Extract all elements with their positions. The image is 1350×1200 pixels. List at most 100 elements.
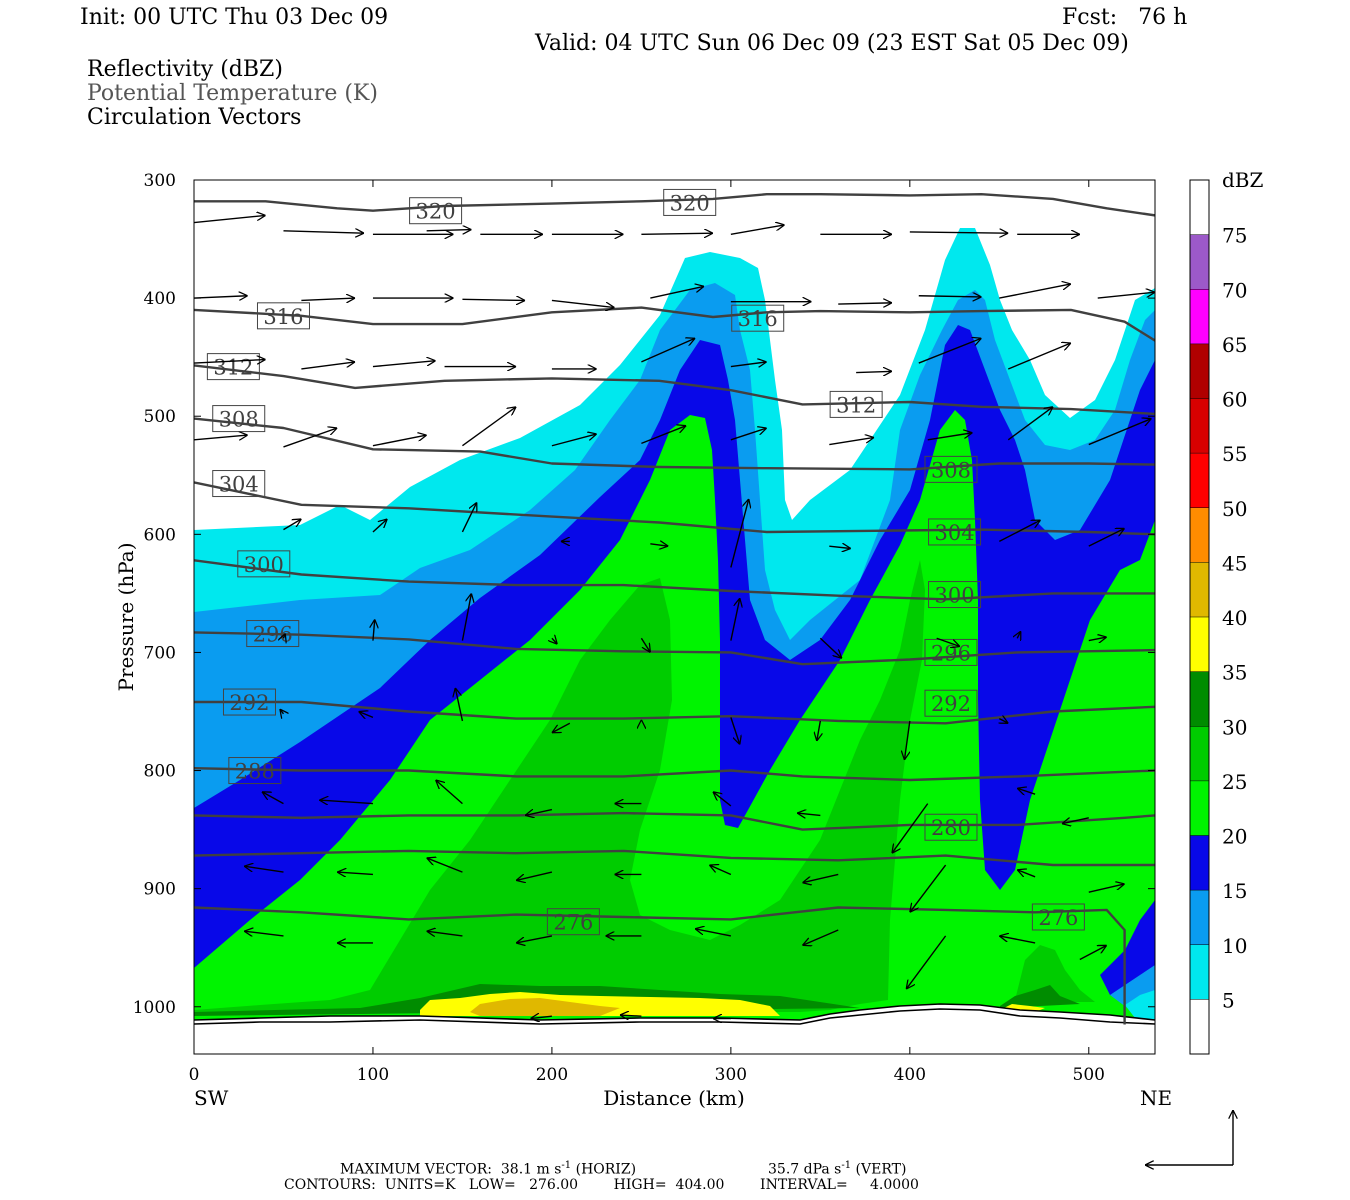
theta-label-frame bbox=[409, 197, 463, 225]
init-time: Init: 00 UTC Thu 03 Dec 09 bbox=[80, 5, 389, 30]
theta-label-value: 292 bbox=[229, 691, 269, 715]
circulation-vector bbox=[372, 435, 427, 447]
theta-label-value: 300 bbox=[935, 584, 975, 608]
plot-frame bbox=[193, 179, 1156, 1055]
y-tick-label: 500 bbox=[144, 407, 176, 427]
theta-label-value: 312 bbox=[213, 356, 253, 380]
theta-contour-280 bbox=[194, 849, 1155, 867]
colorbar-level-label: 40 bbox=[1222, 606, 1247, 630]
field-circulation-vectors: Circulation Vectors bbox=[87, 105, 302, 130]
theta-label-frame bbox=[228, 757, 282, 785]
x-axis-left-direction: SW bbox=[194, 1086, 229, 1110]
colorbar-level-label: 15 bbox=[1222, 879, 1247, 903]
circulation-vector bbox=[892, 803, 929, 854]
theta-label-value: 308 bbox=[931, 458, 971, 482]
theta-label-value: 304 bbox=[935, 521, 975, 545]
colorbar-swatch bbox=[1190, 234, 1209, 290]
theta-label-frame bbox=[928, 581, 982, 609]
colorbar-level-label: 45 bbox=[1222, 551, 1247, 575]
circulation-vector bbox=[829, 437, 874, 446]
theta-label-frame bbox=[256, 302, 310, 330]
circulation-vector bbox=[730, 598, 740, 641]
theta-contour-276 bbox=[194, 906, 1126, 1025]
colorbar-level-label: 60 bbox=[1222, 388, 1247, 412]
theta-label-box: 292 bbox=[924, 689, 978, 717]
circulation-vector bbox=[829, 546, 850, 548]
theta-label-value: 316 bbox=[263, 305, 303, 329]
y-tick-label: 900 bbox=[144, 880, 176, 900]
circulation-vector bbox=[319, 800, 374, 804]
forecast-hour: Fcst: 76 h bbox=[1062, 5, 1188, 30]
circulation-vector bbox=[802, 929, 839, 945]
circulation-vector bbox=[552, 722, 571, 732]
theta-label-box: 320 bbox=[409, 197, 463, 225]
circulation-vector bbox=[695, 929, 732, 937]
y-tick-label: 1000 bbox=[133, 998, 176, 1018]
circulation-vector bbox=[455, 688, 464, 722]
circulation-vector bbox=[730, 499, 749, 568]
circulation-vector bbox=[802, 873, 839, 882]
circulation-vector bbox=[283, 428, 337, 448]
colorbar-swatch bbox=[1190, 944, 1209, 1000]
theta-label-frame bbox=[212, 470, 266, 498]
y-tick-label: 300 bbox=[144, 171, 176, 191]
circulation-vector bbox=[301, 362, 355, 370]
theta-label-frame bbox=[731, 304, 785, 332]
theta-contour-296 bbox=[194, 631, 1155, 666]
theta-label-frame bbox=[829, 390, 883, 418]
circulation-vector bbox=[530, 1016, 552, 1018]
colorbar-unit: dBZ bbox=[1222, 168, 1264, 192]
max-vector-vert-text: 35.7 dPa s bbox=[768, 1161, 842, 1178]
circulation-vector bbox=[283, 519, 301, 531]
theta-contour-312 bbox=[194, 364, 1155, 416]
colorbar-swatch bbox=[1190, 562, 1209, 617]
x-tick-label: 0 bbox=[189, 1065, 200, 1085]
colorbar-swatch bbox=[1190, 398, 1209, 454]
circulation-vector bbox=[551, 434, 597, 447]
theta-label-frame bbox=[237, 550, 291, 578]
field-reflectivity: Reflectivity (dBZ) bbox=[87, 57, 283, 82]
circulation-vector bbox=[372, 361, 436, 368]
theta-contour-304 bbox=[194, 481, 1155, 536]
x-tick-label: 300 bbox=[715, 1065, 747, 1085]
colorbar-level-label: 20 bbox=[1222, 825, 1247, 849]
colorbar-swatch bbox=[1190, 180, 1209, 235]
circulation-vector bbox=[819, 637, 841, 658]
theta-contour-320 bbox=[194, 193, 1155, 217]
circulation-vector bbox=[1079, 945, 1107, 961]
colorbar-swatch bbox=[1190, 671, 1209, 727]
circulation-vector bbox=[462, 407, 516, 447]
circulation-vector bbox=[283, 634, 285, 639]
colorbar: 5 10 15 20 25 30 35 40 45 50 55 60 65 70 75 bbox=[1189, 179, 1247, 1055]
circulation-vector bbox=[552, 638, 557, 644]
theta-label-box: 288 bbox=[228, 757, 282, 785]
theta-contour-284 bbox=[194, 811, 1155, 831]
circulation-vector bbox=[1088, 637, 1107, 641]
y-axis-title: Pressure (hPa) bbox=[114, 543, 138, 692]
circulation-vector bbox=[427, 931, 463, 936]
circulation-vector bbox=[906, 935, 947, 989]
theta-label-box: 316 bbox=[731, 304, 785, 332]
circulation-vector bbox=[918, 338, 982, 364]
theta-label-frame bbox=[206, 353, 260, 381]
theta-label-box: 316 bbox=[256, 302, 310, 330]
reflectivity-fill bbox=[194, 180, 1155, 1054]
theta-label-value: 308 bbox=[219, 408, 259, 432]
circulation-vector bbox=[525, 808, 553, 816]
theta-label-value: 296 bbox=[931, 641, 971, 665]
circulation-vector bbox=[516, 871, 553, 880]
circulation-vector bbox=[817, 720, 821, 741]
axes: 0 100 200 300 400 500 300 400 500 600 700 800 900 100… bbox=[133, 171, 1155, 1085]
theta-contour-300 bbox=[194, 559, 1155, 601]
contour-info: CONTOURS: UNITS=K LOW= 276.00 HIGH= 404.… bbox=[284, 1177, 919, 1193]
circulation-vector bbox=[641, 338, 695, 363]
circulation-vector bbox=[426, 230, 472, 231]
circulation-vector bbox=[650, 544, 668, 546]
theta-label-frame bbox=[1031, 903, 1085, 931]
theta-label-box: 300 bbox=[237, 550, 291, 578]
theta-label-box: 312 bbox=[206, 353, 260, 381]
circulation-vector bbox=[713, 792, 732, 807]
circulation-vector bbox=[1007, 343, 1071, 370]
circulation-vector bbox=[650, 286, 704, 299]
